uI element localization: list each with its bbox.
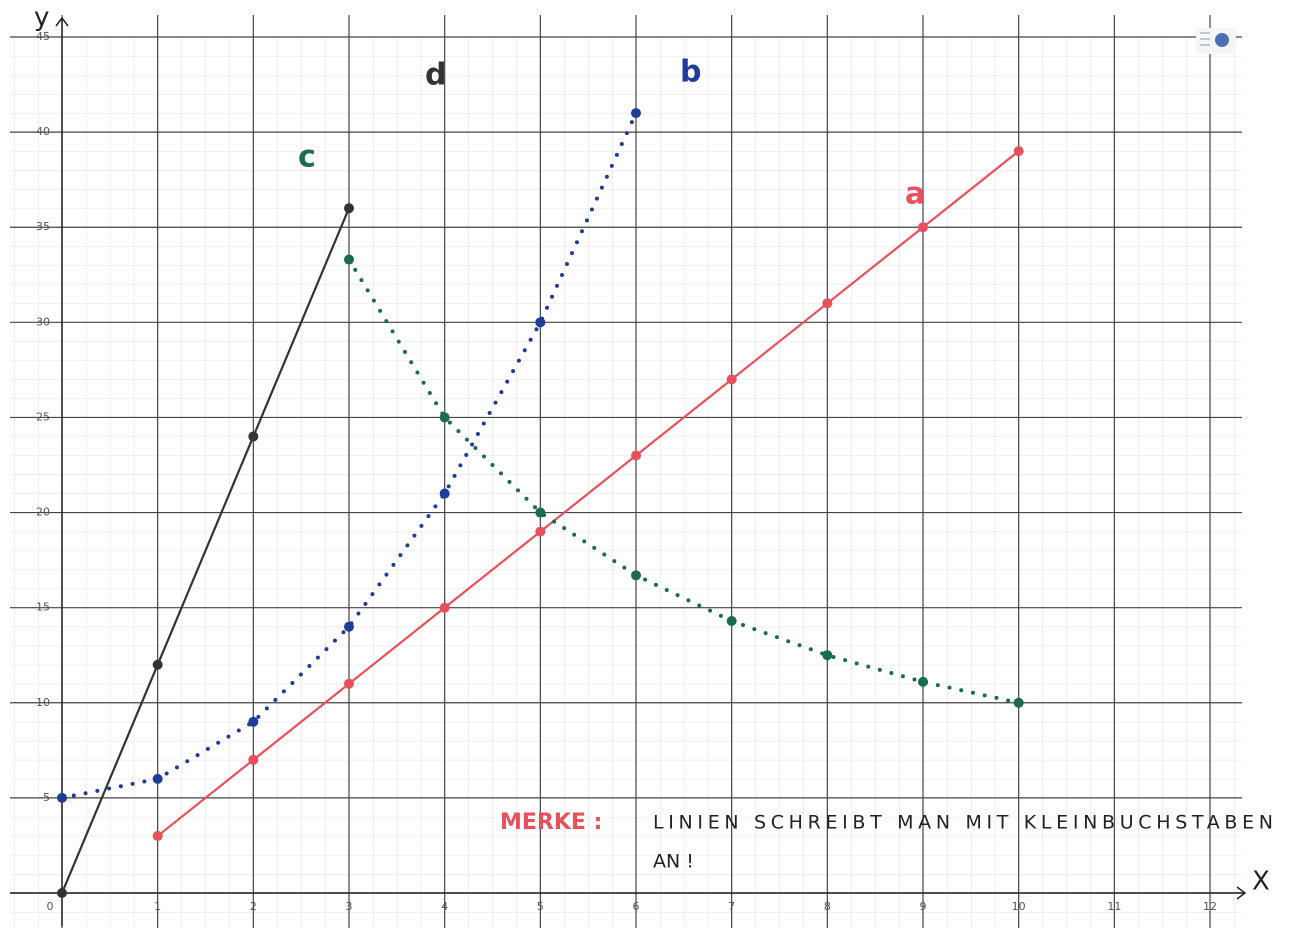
x-tick-label: 6 <box>633 900 640 913</box>
minor-grid <box>10 37 1242 928</box>
data-point <box>1014 146 1024 156</box>
data-point <box>344 622 354 632</box>
icon <box>1196 28 1236 54</box>
x-tick-label: 7 <box>728 900 735 913</box>
annotation: MERKE : <box>500 810 602 835</box>
data-point <box>535 527 545 537</box>
data-point <box>631 108 641 118</box>
data-point <box>153 660 163 670</box>
data-point <box>918 222 928 232</box>
data-point <box>440 412 450 422</box>
y-tick-label: 40 <box>36 125 50 138</box>
y-tick-label: 30 <box>36 315 50 328</box>
data-point <box>344 203 354 213</box>
data-point <box>918 677 928 687</box>
data-point <box>631 570 641 580</box>
data-point <box>727 374 737 384</box>
data-point <box>535 508 545 518</box>
x-tick-label: 5 <box>537 900 544 913</box>
x-tick-label: 12 <box>1203 900 1217 913</box>
data-point <box>248 431 258 441</box>
x-tick-label: 0 <box>47 900 54 913</box>
y-tick-label: 20 <box>36 506 50 519</box>
series-label: d <box>425 58 446 93</box>
y-tick-label: 10 <box>36 696 50 709</box>
data-point <box>57 888 67 898</box>
x-tick-label: 11 <box>1107 900 1121 913</box>
data-point <box>344 255 354 265</box>
data-point <box>822 650 832 660</box>
data-point <box>248 717 258 727</box>
x-tick-label: 8 <box>824 900 831 913</box>
x-tick-label: 2 <box>250 900 257 913</box>
y-tick-label: 5 <box>43 791 50 804</box>
x-tick-label: 9 <box>920 900 927 913</box>
data-point <box>57 793 67 803</box>
data-point <box>535 317 545 327</box>
y-axis-label: y <box>34 3 49 33</box>
data-point <box>440 603 450 613</box>
data-point <box>344 679 354 689</box>
y-tick-label: 35 <box>36 220 50 233</box>
x-tick-label: 10 <box>1012 900 1026 913</box>
data-point <box>153 831 163 841</box>
x-axis-label: X <box>1252 867 1270 897</box>
y-tick-label: 25 <box>36 410 50 423</box>
data-point <box>822 298 832 308</box>
data-point <box>153 774 163 784</box>
data-point <box>440 489 450 499</box>
x-tick-label: 3 <box>346 900 353 913</box>
annotation: AN ! <box>653 851 694 873</box>
series-label: b <box>680 55 701 90</box>
x-tick-label: 1 <box>154 900 161 913</box>
chart: 012345678910111251015202530354045 y X ab… <box>0 0 1289 928</box>
y-tick-label: 15 <box>36 601 50 614</box>
data-point <box>631 450 641 460</box>
data-point <box>727 616 737 626</box>
data-point <box>1014 698 1024 708</box>
x-tick-label: 4 <box>441 900 448 913</box>
series-label: c <box>298 140 316 175</box>
series-label: a <box>905 177 925 212</box>
data-point <box>248 755 258 765</box>
